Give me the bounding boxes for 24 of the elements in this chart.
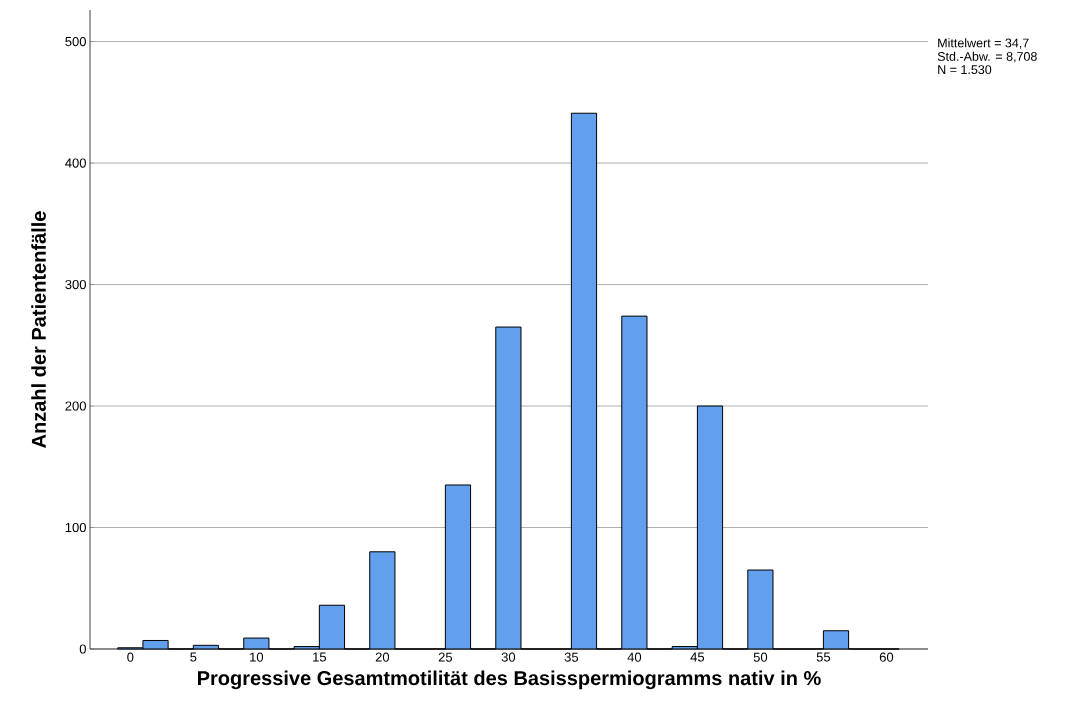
x-tick-label: 15	[313, 652, 327, 662]
text: Mittelwert = 34,7	[938, 38, 1029, 49]
text: N = 1.530	[938, 65, 992, 75]
y-tick-label: 500	[65, 36, 86, 47]
y-tick-label: 400	[65, 158, 86, 168]
x-tick-label: 35	[564, 652, 579, 662]
x-tick-label: 25	[438, 652, 453, 662]
x-tick-label: 20	[375, 652, 390, 662]
x-tick-label: 30	[501, 652, 516, 662]
x-tick-label: 60	[879, 652, 894, 662]
x-tick-label: 10	[250, 652, 264, 662]
text: Std.-Abw. = 8,708	[937, 51, 1037, 63]
x-tick-label: 55	[816, 652, 831, 662]
x-tick-label: 5	[190, 652, 197, 662]
x-axis-title: Progressive Gesamtmotilität des Basisspermiogramms nativ in %	[198, 670, 821, 690]
y-axis-title: Anzahl der Patientenfälle	[31, 211, 46, 448]
x-tick-label: 50	[753, 652, 768, 662]
x-tick-label: 45	[690, 652, 705, 662]
y-tick-label: 100	[65, 522, 86, 533]
x-tick-label: 0	[127, 652, 134, 662]
y-tick-label: 200	[65, 401, 86, 411]
y-tick-label: 300	[65, 279, 86, 290]
x-tick-label: 40	[627, 652, 642, 662]
y-tick-label: 0	[79, 644, 86, 654]
